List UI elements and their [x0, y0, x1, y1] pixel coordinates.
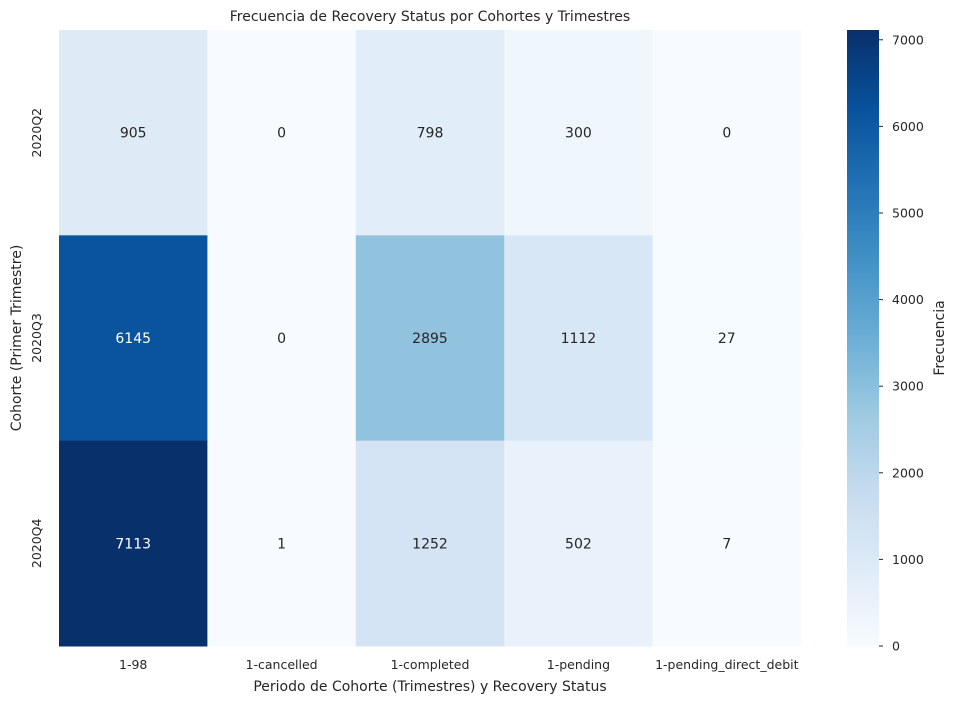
cell-value-label: 1: [277, 536, 286, 552]
heatmap-cell: [207, 30, 357, 236]
colorbar-tick-label: 3000: [892, 379, 924, 394]
cell-value-label: 798: [417, 126, 444, 142]
heatmap-cell: [59, 30, 208, 236]
cell-value-label: 0: [722, 126, 731, 142]
heatmap-cell: [207, 235, 357, 442]
heatmap-cells: 905 0 798 300 0 6145 0 2895 1112 27 7113 1 1252 502 7: [59, 30, 802, 647]
x-tick-label: 1-98: [119, 657, 147, 672]
heatmap-cell: [207, 440, 357, 647]
cell-value-label: 7: [722, 536, 731, 552]
colorbar-tick-label: 2000: [892, 465, 924, 480]
colorbar-tick-label: 6000: [892, 119, 924, 134]
cell-value-label: 502: [565, 536, 592, 552]
cell-value-label: 0: [277, 331, 286, 347]
heatmap-cell: [59, 235, 208, 442]
heatmap-cell: [504, 30, 654, 236]
colorbar-tick-label: 1000: [892, 552, 924, 567]
x-tick-label: 1-completed: [391, 657, 470, 672]
colorbar-tick-label: 0: [892, 639, 900, 654]
heatmap-cell: [652, 440, 802, 647]
cell-value-label: 300: [565, 126, 592, 142]
colorbar-tick-label: 5000: [892, 205, 924, 220]
heatmap-cell: [652, 235, 802, 442]
heatmap-cell: [59, 440, 208, 647]
chart-title: Frecuencia de Recovery Status por Cohort…: [230, 9, 630, 25]
cell-value-label: 6145: [115, 331, 151, 347]
colorbar: [847, 30, 879, 646]
y-axis-label: Cohorte (Primer Trimestre): [9, 245, 25, 432]
x-axis-label: Periodo de Cohorte (Trimestres) y Recove…: [253, 679, 606, 695]
y-tick-label: 2020Q4: [29, 518, 44, 568]
x-tick-labels: 1-98 1-cancelled 1-completed 1-pending 1-pen…: [119, 657, 799, 672]
cell-value-label: 905: [120, 126, 147, 142]
heatmap-cell: [355, 235, 505, 442]
colorbar-tick-label: 7000: [892, 32, 924, 47]
heatmap-cell: [355, 440, 505, 647]
cell-value-label: 0: [277, 126, 286, 142]
colorbar-label: Frecuencia: [932, 300, 948, 375]
x-tick-label: 1-cancelled: [246, 657, 318, 672]
cell-value-label: 1112: [561, 331, 597, 347]
cell-value-label: 1252: [412, 536, 448, 552]
y-tick-label: 2020Q3: [29, 313, 44, 363]
heatmap-cell: [652, 30, 802, 236]
colorbar-tick-label: 4000: [892, 292, 924, 307]
cell-value-label: 27: [718, 331, 736, 347]
heatmap-cell: [355, 30, 505, 236]
y-tick-labels: 2020Q2 2020Q3 2020Q4: [29, 108, 44, 568]
cell-value-label: 7113: [115, 536, 151, 552]
x-tick-label: 1-pending: [547, 657, 610, 672]
cell-value-label: 2895: [412, 331, 448, 347]
colorbar-ticks: 0 1000 2000 3000 4000 5000 6000 7000: [879, 32, 924, 654]
heatmap-cell: [504, 440, 654, 647]
x-tick-label: 1-pending_direct_debit: [655, 657, 799, 672]
heatmap-cell: [504, 235, 654, 442]
y-tick-label: 2020Q2: [29, 108, 44, 158]
